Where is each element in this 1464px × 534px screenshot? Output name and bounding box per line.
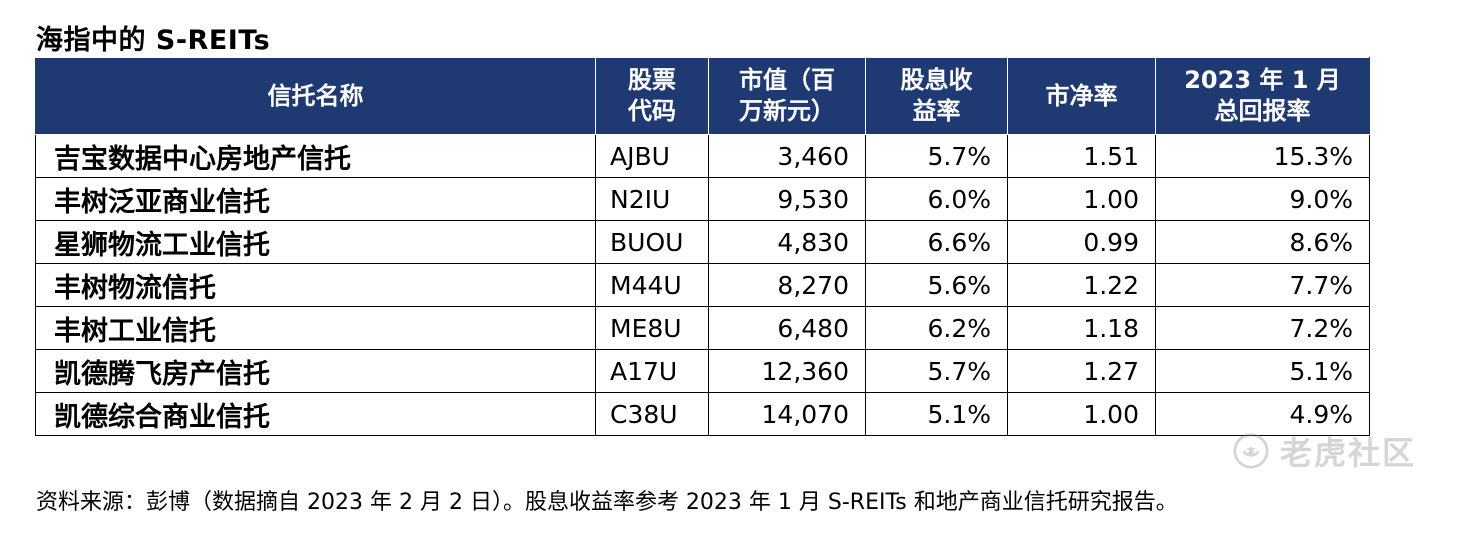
source-note: 资料来源：彭博（数据摘自 2023 年 2 月 2 日）。股息收益率参考 202… xyxy=(36,490,1178,515)
pb-ratio-cell: 1.00 xyxy=(1007,392,1156,436)
table-row: 丰树工业信托 ME8U 6,480 6.2% 1.18 7.2% xyxy=(35,306,1370,350)
trust-name-cell: 星狮物流工业信托 xyxy=(35,220,596,264)
dividend-yield-cell: 5.7% xyxy=(865,349,1008,393)
stock-code-cell: M44U xyxy=(595,263,709,307)
header-text: 市值（百 xyxy=(739,66,835,94)
stock-code-cell: ME8U xyxy=(595,306,709,350)
header-total-return: 2023 年 1 月 总回报率 xyxy=(1155,57,1370,135)
market-cap-cell: 4,830 xyxy=(708,220,866,264)
total-return-cell: 7.7% xyxy=(1155,263,1370,307)
total-return-cell: 15.3% xyxy=(1155,134,1370,178)
market-cap-cell: 6,480 xyxy=(708,306,866,350)
trust-name-cell: 凯德综合商业信托 xyxy=(35,392,596,436)
table-row: 星狮物流工业信托 BUOU 4,830 6.6% 0.99 8.6% xyxy=(35,220,1370,264)
table-row: 吉宝数据中心房地产信托 AJBU 3,460 5.7% 1.51 15.3% xyxy=(35,134,1370,178)
stock-code-cell: BUOU xyxy=(595,220,709,264)
market-cap-cell: 14,070 xyxy=(708,392,866,436)
dividend-yield-cell: 5.7% xyxy=(865,134,1008,178)
table-row: 丰树泛亚商业信托 N2IU 9,530 6.0% 1.00 9.0% xyxy=(35,177,1370,221)
pb-ratio-cell: 1.51 xyxy=(1007,134,1156,178)
page-title: 海指中的 S-REITs xyxy=(36,25,271,56)
trust-name-cell: 丰树泛亚商业信托 xyxy=(35,177,596,221)
pb-ratio-cell: 0.99 xyxy=(1007,220,1156,264)
dividend-yield-cell: 6.0% xyxy=(865,177,1008,221)
trust-name-cell: 丰树工业信托 xyxy=(35,306,596,350)
dividend-yield-cell: 5.1% xyxy=(865,392,1008,436)
header-trust-name: 信托名称 xyxy=(35,57,596,135)
watermark-text: 老虎社区 xyxy=(1280,434,1417,472)
header-text: 市净率 xyxy=(1045,81,1118,110)
market-cap-cell: 3,460 xyxy=(708,134,866,178)
trust-name-cell: 丰树物流信托 xyxy=(35,263,596,307)
total-return-cell: 5.1% xyxy=(1155,349,1370,393)
trust-name-cell: 吉宝数据中心房地产信托 xyxy=(35,134,596,178)
header-dividend-yield: 股息收 益率 xyxy=(865,57,1008,135)
stock-code-cell: AJBU xyxy=(595,134,709,178)
pb-ratio-cell: 1.18 xyxy=(1007,306,1156,350)
header-text: 2023 年 1 月 xyxy=(1184,66,1341,94)
trust-name-cell: 凯德腾飞房产信托 xyxy=(35,349,596,393)
header-stock-code: 股票 代码 xyxy=(595,57,709,135)
market-cap-cell: 8,270 xyxy=(708,263,866,307)
header-text: 益率 xyxy=(912,97,961,125)
pb-ratio-cell: 1.00 xyxy=(1007,177,1156,221)
header-text: 代码 xyxy=(628,97,676,125)
table-row: 凯德腾飞房产信托 A17U 12,360 5.7% 1.27 5.1% xyxy=(35,349,1370,393)
header-text: 股息收 xyxy=(900,66,973,94)
total-return-cell: 9.0% xyxy=(1155,177,1370,221)
tiger-community-logo-icon xyxy=(1233,433,1269,469)
stock-code-cell: C38U xyxy=(595,392,709,436)
reits-table: 信托名称 股票 代码 市值（百 万新元） 股息收 益率 市净率 2023 年 1… xyxy=(35,57,1370,436)
watermark: 老虎社区 xyxy=(1232,428,1416,474)
header-text: 信托名称 xyxy=(267,81,364,110)
table-header-row: 信托名称 股票 代码 市值（百 万新元） 股息收 益率 市净率 2023 年 1… xyxy=(35,57,1370,135)
table-row: 丰树物流信托 M44U 8,270 5.6% 1.22 7.7% xyxy=(35,263,1370,307)
header-market-cap: 市值（百 万新元） xyxy=(708,57,866,135)
dividend-yield-cell: 6.6% xyxy=(865,220,1008,264)
table-row: 凯德综合商业信托 C38U 14,070 5.1% 1.00 4.9% xyxy=(35,392,1370,436)
header-text: 总回报率 xyxy=(1214,97,1311,125)
market-cap-cell: 12,360 xyxy=(708,349,866,393)
header-text: 万新元） xyxy=(739,97,835,125)
stock-code-cell: N2IU xyxy=(595,177,709,221)
total-return-cell: 4.9% xyxy=(1155,392,1370,436)
dividend-yield-cell: 6.2% xyxy=(865,306,1008,350)
pb-ratio-cell: 1.27 xyxy=(1007,349,1156,393)
stock-code-cell: A17U xyxy=(595,349,709,393)
total-return-cell: 8.6% xyxy=(1155,220,1370,264)
pb-ratio-cell: 1.22 xyxy=(1007,263,1156,307)
header-pb-ratio: 市净率 xyxy=(1007,57,1156,135)
header-text: 股票 xyxy=(628,66,676,94)
market-cap-cell: 9,530 xyxy=(708,177,866,221)
dividend-yield-cell: 5.6% xyxy=(865,263,1008,307)
total-return-cell: 7.2% xyxy=(1155,306,1370,350)
